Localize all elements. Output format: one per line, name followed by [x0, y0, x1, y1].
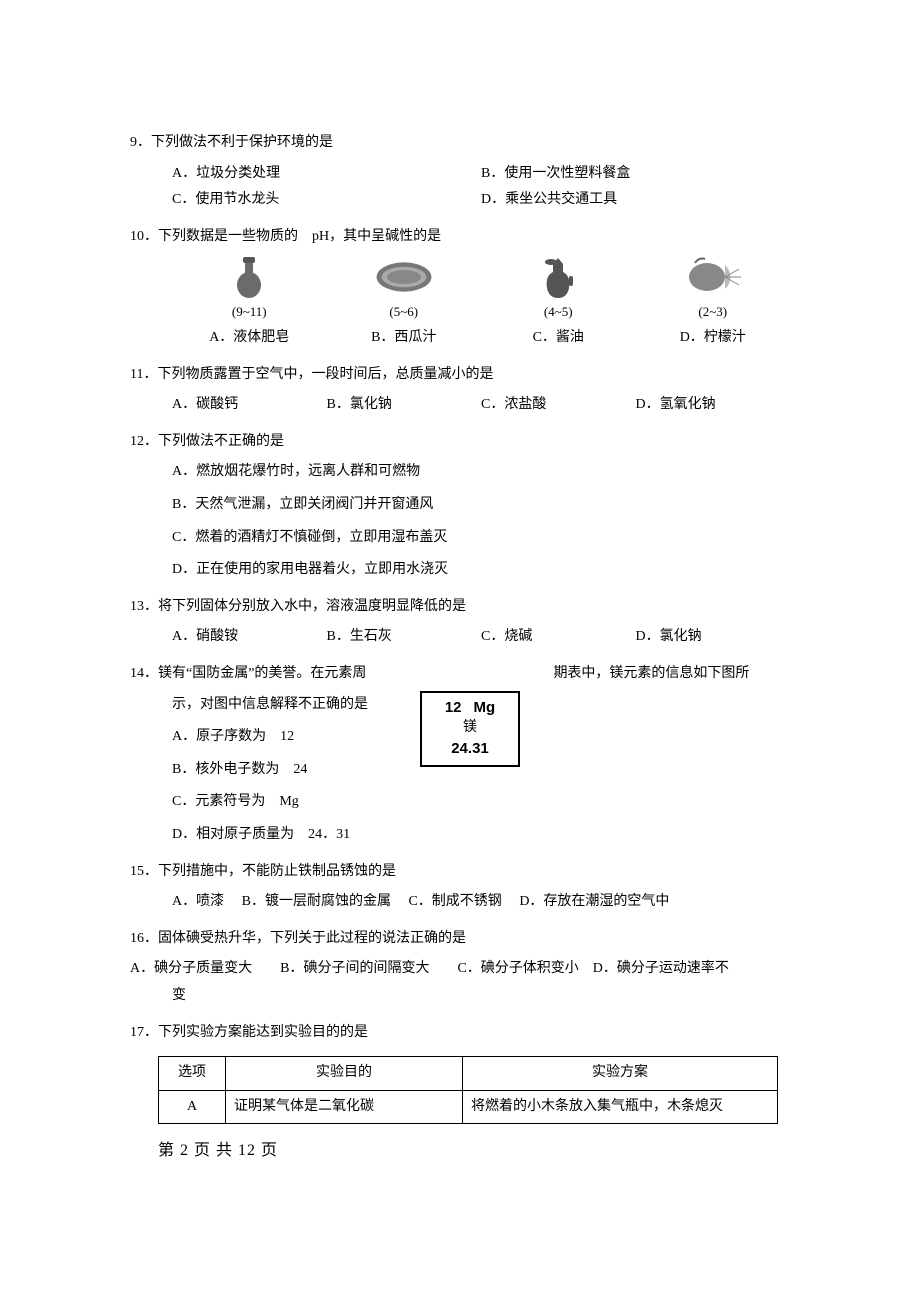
- q10-range-b: (5~6): [389, 300, 418, 325]
- question-16: 16．固体碘受热升华，下列关于此过程的说法正确的是 A．碘分子质量变大 B．碘分…: [130, 926, 790, 1010]
- lemon-icon: [683, 254, 743, 300]
- question-13: 13．将下列固体分别放入水中，溶液温度明显降低的是 A．硝酸铵 B．生石灰 C．…: [130, 594, 790, 651]
- q17-stem: 17．下列实验方案能达到实验目的的是: [130, 1020, 790, 1047]
- page-footer: 第 2 页 共 12 页: [158, 1136, 790, 1166]
- question-10: 10．下列数据是一些物质的 pH，其中呈碱性的是 (9~11) A．液体肥皂 (…: [130, 224, 790, 352]
- q12-opt-b: B．天然气泄漏，立即关闭阀门并开窗通风: [172, 492, 790, 519]
- q13-opt-a: A．硝酸铵: [172, 624, 327, 651]
- watermelon-icon: [374, 254, 434, 300]
- q14-stem-b: 期表中，镁元素的信息如下图所: [553, 666, 749, 681]
- q15-opt-a: A．喷漆: [172, 894, 224, 909]
- q11-opt-a: A．碳酸钙: [172, 392, 327, 419]
- q11-opt-c: C．浓盐酸: [481, 392, 636, 419]
- q11-opt-d: D．氢氧化钠: [636, 392, 791, 419]
- q14-stem-a: 14．镁有“国防金属”的美誉。在元素周: [130, 666, 366, 681]
- q11-opt-b: B．氯化钠: [327, 392, 482, 419]
- th-plan: 实验方案: [463, 1057, 778, 1091]
- q9-opt-b: B．使用一次性塑料餐盒: [481, 161, 790, 188]
- element-name: 镁: [428, 718, 512, 738]
- soy-sauce-icon: [528, 254, 588, 300]
- q10-range-d: (2~3): [698, 300, 727, 325]
- td-plan-a: 将燃着的小木条放入集气瓶中，木条熄灭: [463, 1090, 778, 1124]
- q14-stem-line1: 14．镁有“国防金属”的美誉。在元素周 期表中，镁元素的信息如下图所: [130, 661, 790, 688]
- q13-opt-b: B．生石灰: [327, 624, 482, 651]
- q15-opt-d: D．存放在潮湿的空气中: [519, 894, 669, 909]
- q15-stem: 15．下列措施中，不能防止铁制品锈蚀的是: [130, 859, 790, 886]
- q12-opt-a: A．燃放烟花爆竹时，远离人群和可燃物: [172, 459, 790, 486]
- q13-stem: 13．将下列固体分别放入水中，溶液温度明显降低的是: [130, 594, 790, 621]
- q14-opt-d: D．相对原子质量为 24．31: [172, 822, 790, 849]
- soap-bottle-icon: [219, 254, 279, 300]
- question-17: 17．下列实验方案能达到实验目的的是 选项 实验目的 实验方案 A 证明某气体是…: [130, 1020, 790, 1125]
- td-purpose-a: 证明某气体是二氧化碳: [226, 1090, 463, 1124]
- periodic-element-box: 12 Mg 镁 24.31: [420, 691, 520, 767]
- q12-stem: 12．下列做法不正确的是: [130, 429, 790, 456]
- q9-opt-a: A．垃圾分类处理: [172, 161, 481, 188]
- q12-opt-d: D．正在使用的家用电器着火，立即用水浇灭: [172, 557, 790, 584]
- element-mass: 24.31: [428, 738, 512, 759]
- q10-col-a: (9~11) A．液体肥皂: [172, 254, 327, 351]
- q12-opt-c: C．燃着的酒精灯不慎碰倒，立即用湿布盖灭: [172, 525, 790, 552]
- q9-stem: 9．下列做法不利于保护环境的是: [130, 130, 790, 157]
- q9-opt-c: C．使用节水龙头: [172, 187, 481, 214]
- question-15: 15．下列措施中，不能防止铁制品锈蚀的是 A．喷漆 B．镀一层耐腐蚀的金属 C．…: [130, 859, 790, 916]
- td-option-a: A: [159, 1090, 226, 1124]
- q10-label-c: C．酱油: [533, 325, 584, 352]
- q15-opt-b: B．镀一层耐腐蚀的金属: [242, 894, 391, 909]
- q10-col-d: (2~3) D．柠檬汁: [636, 254, 791, 351]
- q11-stem: 11．下列物质露置于空气中，一段时间后，总质量减小的是: [130, 362, 790, 389]
- q15-options: A．喷漆 B．镀一层耐腐蚀的金属 C．制成不锈钢 D．存放在潮湿的空气中: [130, 889, 790, 916]
- question-14: 14．镁有“国防金属”的美誉。在元素周 期表中，镁元素的信息如下图所 示，对图中…: [130, 661, 790, 849]
- q12-options: A．燃放烟花爆竹时，远离人群和可燃物 B．天然气泄漏，立即关闭阀门并开窗通风 C…: [130, 459, 790, 583]
- q13-opt-c: C．烧碱: [481, 624, 636, 651]
- q15-opt-c: C．制成不锈钢: [408, 894, 501, 909]
- element-number: 12: [445, 697, 462, 718]
- q10-col-c: (4~5) C．酱油: [481, 254, 636, 351]
- q16-options-line1: A．碘分子质量变大 B．碘分子间的间隔变大 C．碘分子体积变小 D．碘分子运动速…: [130, 956, 790, 983]
- question-11: 11．下列物质露置于空气中，一段时间后，总质量减小的是 A．碳酸钙 B．氯化钠 …: [130, 362, 790, 419]
- q10-label-d: D．柠檬汁: [680, 325, 746, 352]
- question-12: 12．下列做法不正确的是 A．燃放烟花爆竹时，远离人群和可燃物 B．天然气泄漏，…: [130, 429, 790, 584]
- q9-options: A．垃圾分类处理 B．使用一次性塑料餐盒 C．使用节水龙头 D．乘坐公共交通工具: [130, 161, 790, 214]
- q10-stem: 10．下列数据是一些物质的 pH，其中呈碱性的是: [130, 224, 790, 251]
- q10-label-b: B．西瓜汁: [371, 325, 436, 352]
- q13-options: A．硝酸铵 B．生石灰 C．烧碱 D．氯化钠: [130, 624, 790, 651]
- th-purpose: 实验目的: [226, 1057, 463, 1091]
- q16-options-line2: 变: [130, 983, 790, 1010]
- q10-figure-row: (9~11) A．液体肥皂 (5~6) B．西瓜汁 (4~5) C．酱油 (2~…: [130, 254, 790, 351]
- q9-opt-d: D．乘坐公共交通工具: [481, 187, 790, 214]
- q16-stem: 16．固体碘受热升华，下列关于此过程的说法正确的是: [130, 926, 790, 953]
- table-row: A 证明某气体是二氧化碳 将燃着的小木条放入集气瓶中，木条熄灭: [159, 1090, 778, 1124]
- question-9: 9．下列做法不利于保护环境的是 A．垃圾分类处理 B．使用一次性塑料餐盒 C．使…: [130, 130, 790, 214]
- q10-label-a: A．液体肥皂: [209, 325, 289, 352]
- q13-opt-d: D．氯化钠: [636, 624, 791, 651]
- q10-col-b: (5~6) B．西瓜汁: [327, 254, 482, 351]
- q11-options: A．碳酸钙 B．氯化钠 C．浓盐酸 D．氢氧化钠: [130, 392, 790, 419]
- th-option: 选项: [159, 1057, 226, 1091]
- q10-range-a: (9~11): [232, 300, 267, 325]
- element-symbol: Mg: [474, 697, 496, 718]
- q10-range-c: (4~5): [544, 300, 573, 325]
- experiment-table: 选项 实验目的 实验方案 A 证明某气体是二氧化碳 将燃着的小木条放入集气瓶中，…: [158, 1056, 778, 1124]
- q14-opt-c: C．元素符号为 Mg: [172, 789, 790, 816]
- table-header-row: 选项 实验目的 实验方案: [159, 1057, 778, 1091]
